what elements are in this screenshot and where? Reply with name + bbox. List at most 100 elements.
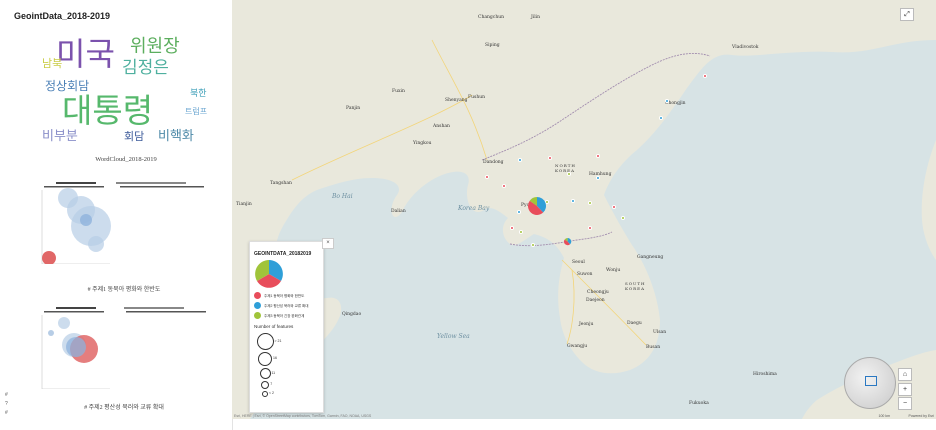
map-marker[interactable] [587,200,593,206]
legend-category-label: 주제1 동북아 평화와 한반도 [264,293,305,298]
legend-category-label: 주제3 동북아 긴장 완화관계 [264,313,305,318]
map-marker[interactable] [664,98,670,104]
overview-extent-box [865,376,877,386]
city-label: Gwangju [567,344,588,349]
topic2-analysis-graphic [41,307,206,389]
legend-size-circle [256,333,274,350]
map-marker[interactable] [620,215,626,221]
city-label: Dalian [391,209,406,214]
legend-size-circle [260,381,270,390]
wordcloud-word: 김정은 [122,58,169,78]
legend-swatch [254,292,261,299]
city-label: Changchun [478,15,505,20]
topic1-analysis-image[interactable] [36,180,212,264]
map-view[interactable]: Changchun Jilin Siping Fuxin Shenyang Fushun P… [232,0,936,419]
legend-category-item: 주제2 평산성 북러와 교류 확대 [254,302,322,310]
legend-swatch [254,312,261,319]
basemap-graphic [232,0,936,419]
map-marker[interactable] [484,174,490,180]
map-marker[interactable] [544,199,550,205]
city-label: Fushun [468,95,486,100]
city-label: Daegu [627,321,642,326]
overview-globe[interactable] [844,357,896,409]
topic1-analysis-graphic [41,182,204,264]
legend-features-title: Number of features [254,324,294,329]
zoom-out-button[interactable]: − [898,397,912,410]
city-label: Chongjin [665,101,686,106]
city-label: Anshan [433,124,450,129]
city-label: Fuxin [392,89,405,94]
map-marker[interactable] [501,183,507,189]
topic1-caption: # 주제1 동북아 평화와 한반도 [87,287,161,293]
scale-bar: 100 km [878,414,890,418]
legend-size-label: 7 [270,382,273,387]
zoom-in-button[interactable]: + [898,383,912,396]
map-pie-marker[interactable] [528,197,546,215]
map-marker[interactable] [658,115,664,121]
city-label: Cheongju [587,290,609,295]
country-label: NORTH KOREA [555,163,576,173]
powered-by-esri[interactable]: Powered by Esri [908,414,934,418]
city-label: Gangneung [637,255,664,260]
wordcloud-word: 대통령 [62,91,154,130]
city-label: Hiroshima [753,372,777,377]
wordcloud-caption: WordCloud_2018-2019 [95,156,157,163]
city-label: Jeonju [579,322,594,327]
map-marker[interactable] [509,225,515,231]
map-marker[interactable] [595,175,601,181]
city-label: Seoul [572,260,585,265]
legend-size-label: > 21 [274,338,282,343]
legend-size-label: 11 [271,370,276,375]
map-marker[interactable] [517,157,523,163]
city-label: Siping [485,43,500,48]
fullscreen-button[interactable]: ⤢ [900,8,914,21]
topic2-caption: # 주제2 평산성 북러와 교류 확대 [84,405,164,411]
city-label: Daejeon [586,298,605,303]
legend-close-button[interactable]: × [322,238,334,249]
info-icon[interactable]: # [5,410,8,416]
city-label: Vladivostok [732,45,759,50]
wordcloud-word: 정상회담 [45,79,90,93]
map-marker[interactable] [702,73,708,79]
sea-label: Korea Bay [458,205,490,212]
help-icon[interactable]: ? [5,401,8,407]
map-marker[interactable] [516,209,522,215]
map-marker[interactable] [611,204,617,210]
map-marker[interactable] [570,198,576,204]
wordcloud-word: 위원장 [130,36,180,57]
map-marker[interactable] [595,153,601,159]
map-marker[interactable] [530,242,536,248]
legend-swatch [254,302,261,309]
map-marker[interactable] [566,171,572,177]
share-icon[interactable]: # [5,392,8,398]
city-label: Shenyang [445,98,468,103]
map-marker[interactable] [518,229,524,235]
legend-category-item: 주제3 동북아 긴장 완화관계 [254,312,322,320]
legend-title: GEOINTDATA_20182019 [254,251,312,257]
sea-label: Yellow Sea [437,333,470,340]
city-label: Wonju [606,268,621,273]
city-label: Tianjin [236,202,252,207]
legend-size-circle [259,368,271,379]
sea-label: Bo Hai [332,193,353,200]
wordcloud-word: 미국 [56,35,115,73]
wordcloud-word: 남북 [42,57,63,70]
app-title: GeointData_2018-2019 [14,11,111,21]
city-label: Jilin [531,15,541,20]
topic2-analysis-image[interactable] [36,305,212,389]
home-button[interactable]: ⌂ [898,368,912,381]
city-label: Panjin [346,106,361,111]
legend-pie-icon [255,260,283,288]
map-marker[interactable] [587,225,593,231]
city-label: Suwon [577,272,593,277]
city-label: Ulsan [653,330,667,335]
city-label: Hamhung [589,172,612,177]
map-pie-marker[interactable] [564,238,572,246]
sidebar-panel: GeointData_2018-2019 미국 위원장 김정은 정상회담 대통령 비핵화 비… [0,0,233,430]
legend-category-label: 주제2 평산성 북러와 교류 확대 [264,303,309,308]
map-marker[interactable] [547,155,553,161]
wordcloud-word: 북한 [190,89,207,99]
map-attribution: Esri, HERE | Esri, © OpenStreetMap contr… [234,414,372,418]
